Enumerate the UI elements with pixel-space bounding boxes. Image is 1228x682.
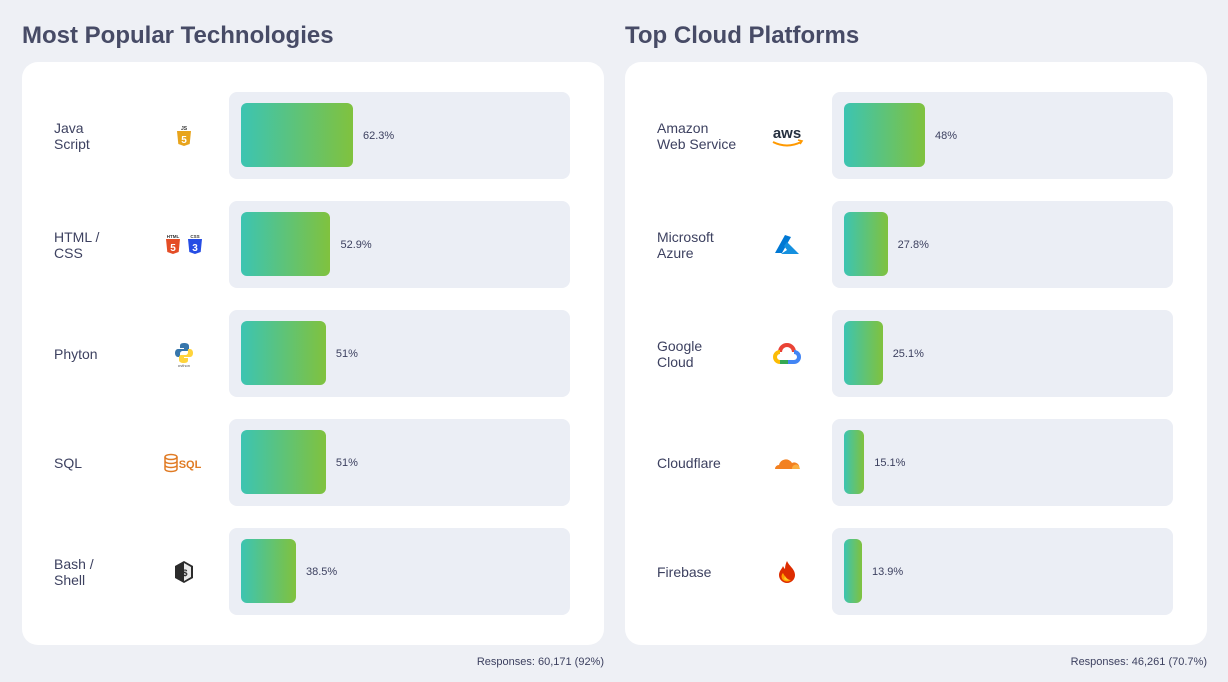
category-label: Phyton [54,346,98,362]
google-cloud-icon [765,339,809,369]
value-label: 38.5% [306,565,338,578]
value-label: 62.3% [363,129,395,142]
bar [241,321,326,385]
category-label: Firebase [657,564,712,580]
svg-text:SQL: SQL [179,459,202,471]
bar [241,430,326,494]
category-label: Amazon Web Service [657,120,737,152]
value-label: 52.9% [340,238,372,251]
bar-row: Microsoft Azure 27.8% [625,201,1207,289]
bar-track: 25.1% [832,310,1173,397]
aws-icon: aws [765,121,809,151]
svg-text:CSS: CSS [190,234,199,239]
bar-track: 15.1% [832,419,1173,506]
bar-row: Java Script JS 5 62.3% [22,92,604,180]
bar-track: 51% [229,310,570,397]
bar [241,539,296,603]
category-label: Microsoft Azure [657,229,714,261]
cloud-card: Amazon Web Service aws 48% Microsoft Azu… [625,62,1207,645]
category-label: Cloudflare [657,455,721,471]
javascript-icon: JS 5 [162,121,206,151]
bar-track: 13.9% [832,528,1173,615]
bar-row: Phyton python 51% [22,310,604,398]
value-label: 48% [935,129,958,142]
bar [844,539,862,603]
cloudflare-icon [765,448,809,478]
svg-text:JS: JS [181,126,188,132]
panel-title: Most Popular Technologies [22,22,334,49]
bash-icon: $ [162,557,206,587]
svg-text:3: 3 [192,243,198,254]
bar-row: Amazon Web Service aws 48% [625,92,1207,180]
responses-footer: Responses: 46,261 (70.7%) [1070,656,1207,668]
value-label: 51% [335,456,358,469]
bar-row: Cloudflare 15.1% [625,419,1207,507]
category-label: Bash / Shell [54,556,94,588]
bar-track: 27.8% [832,201,1173,288]
python-icon: python [162,339,206,369]
value-label: 25.1% [892,347,924,360]
bar-row: HTML / CSS HTML 5 CSS 3 52.9% [22,201,604,289]
value-label: 27.8% [897,238,929,251]
bar-row: Google Cloud 25.1% [625,310,1207,398]
bar-track: 51% [229,419,570,506]
bar-row: Bash / Shell $ 38.5% [22,528,604,616]
category-label: SQL [54,455,83,471]
value-label: 13.9% [872,565,904,578]
bar [844,212,888,276]
technologies-card: Java Script JS 5 62.3% HTML / CSS HTML 5 CS… [22,62,604,645]
value-label: 51% [335,347,358,360]
responses-footer: Responses: 60,171 (92%) [476,656,604,668]
svg-text:aws: aws [773,125,801,142]
sql-icon: SQL [162,448,206,478]
svg-text:$: $ [182,568,187,578]
bar-track: 62.3% [229,92,570,179]
bar-row: Firebase 13.9% [625,528,1207,616]
category-label: Google Cloud [657,338,703,370]
firebase-icon [765,557,809,587]
svg-text:HTML: HTML [167,234,180,239]
bar [241,212,331,276]
bar [241,103,353,167]
bar [844,430,865,494]
bar-track: 52.9% [229,201,570,288]
category-label: Java Script [54,120,90,152]
value-label: 15.1% [874,456,906,469]
svg-text:5: 5 [170,243,176,254]
category-label: HTML / CSS [54,229,100,261]
panel-title: Top Cloud Platforms [625,22,860,49]
bar-row: SQL SQL 51% [22,419,604,507]
svg-text:python: python [178,363,190,367]
azure-icon [765,230,809,260]
bar-track: 38.5% [229,528,570,615]
svg-text:5: 5 [181,135,187,146]
html-css-icon: HTML 5 CSS 3 [162,230,206,260]
bar [844,321,883,385]
bar [844,103,925,167]
bar-track: 48% [832,92,1173,179]
